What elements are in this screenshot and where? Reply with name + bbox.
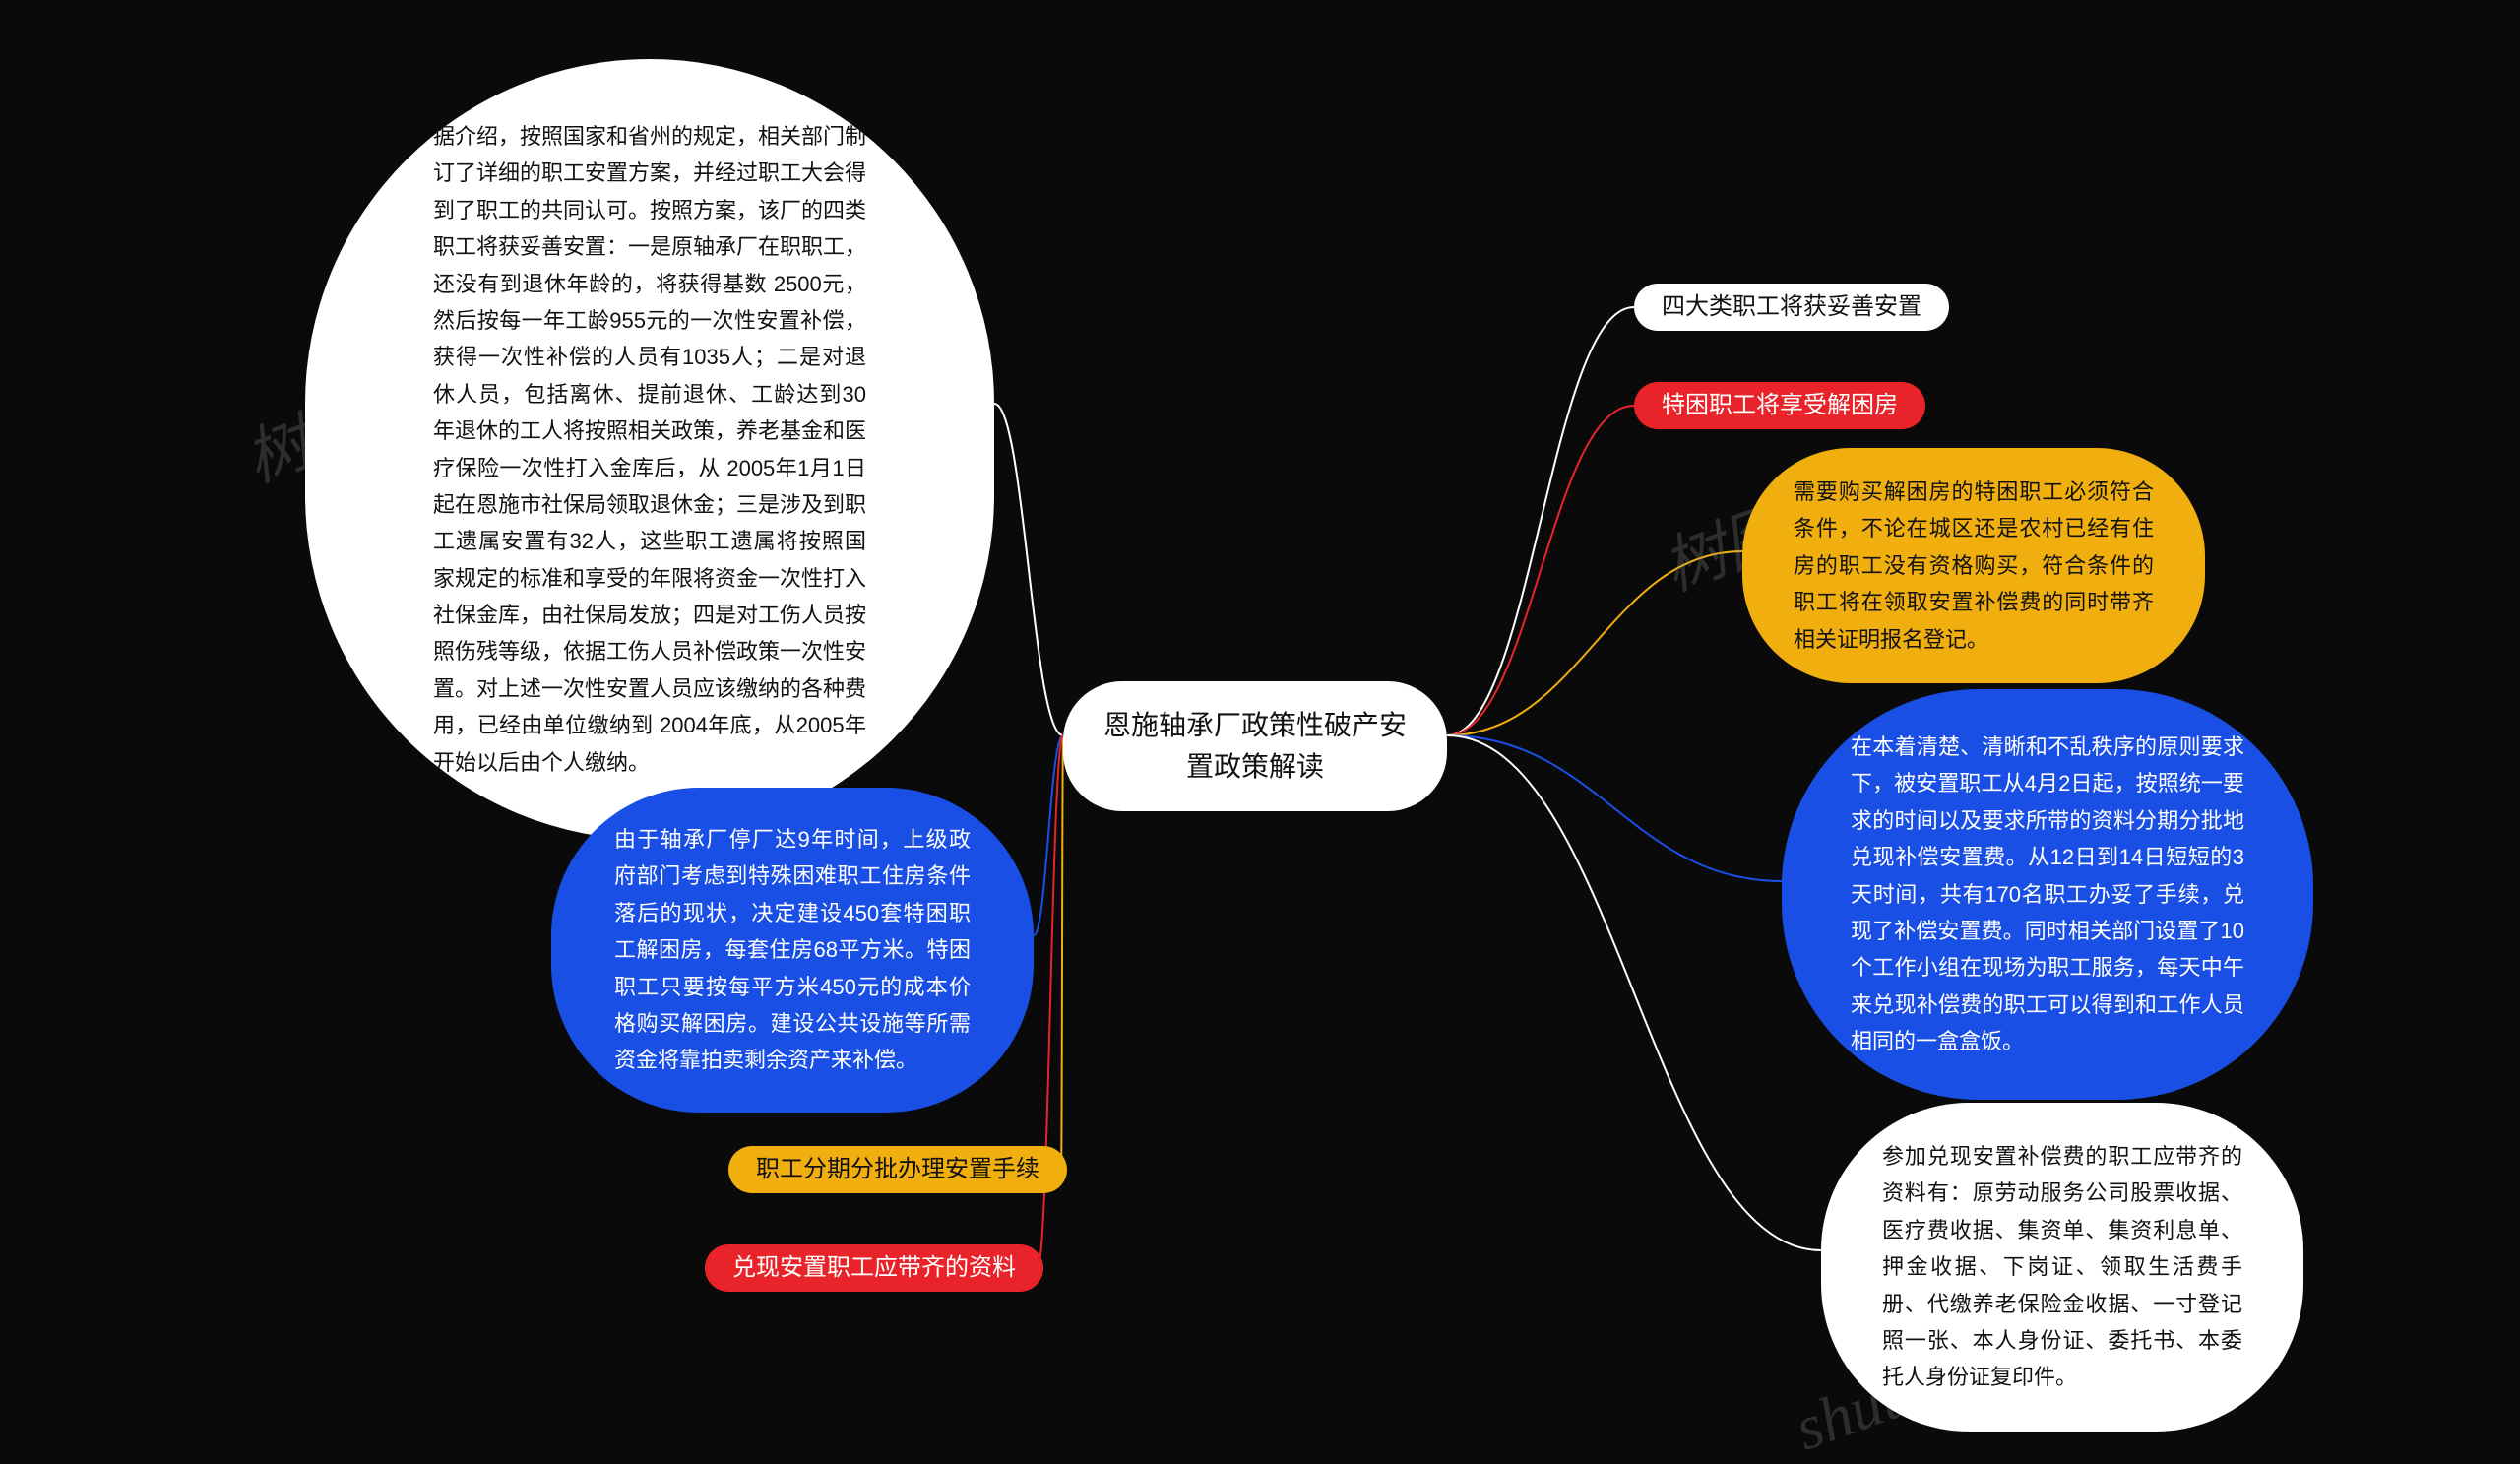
pill-four-categories[interactable]: 四大类职工将获妥善安置 (1634, 284, 1949, 331)
pill-relief-housing[interactable]: 特困职工将享受解困房 (1634, 382, 1925, 429)
center-topic[interactable]: 恩施轴承厂政策性破产安置政策解读 (1063, 681, 1447, 811)
node-white-right-bottom[interactable]: 参加兑现安置补偿费的职工应带齐的资料有：原劳动服务公司股票收据、医疗费收据、集资… (1821, 1103, 2303, 1432)
node-big-white-left[interactable]: 据介绍，按照国家和省州的规定，相关部门制订了详细的职工安置方案，并经过职工大会得… (305, 59, 994, 840)
mindmap-canvas: 树图shutu.cn 树图shutu.cn shutu.cn 恩施轴承厂政策性破… (0, 0, 2520, 1464)
pill-required-docs[interactable]: 兑现安置职工应带齐的资料 (705, 1244, 1043, 1292)
pill-batch-process[interactable]: 职工分期分批办理安置手续 (728, 1146, 1067, 1193)
node-blue-left[interactable]: 由于轴承厂停厂达9年时间，上级政府部门考虑到特殊困难职工住房条件落后的现状，决定… (551, 788, 1034, 1113)
node-yellow-right[interactable]: 需要购买解困房的特困职工必须符合条件，不论在城区还是农村已经有住房的职工没有资格… (1742, 448, 2205, 683)
node-blue-right[interactable]: 在本着清楚、清晰和不乱秩序的原则要求下，被安置职工从4月2日起，按照统一要求的时… (1782, 689, 2313, 1100)
